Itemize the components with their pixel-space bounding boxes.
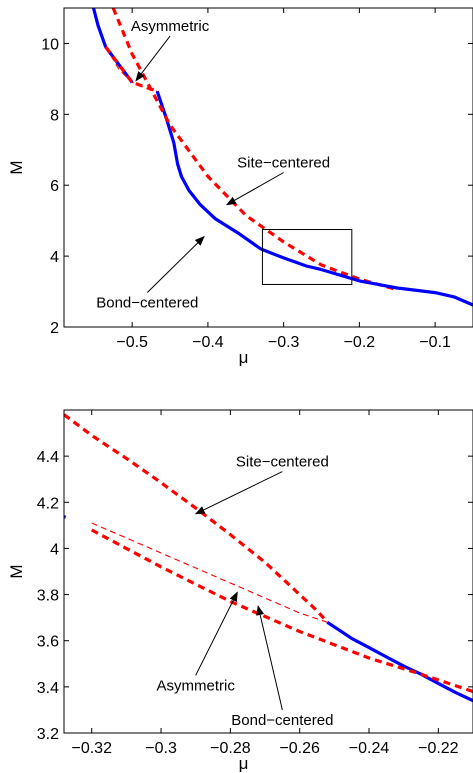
annotation-label: Asymmetric xyxy=(157,677,236,694)
y-tick-label: 3.6 xyxy=(37,634,59,651)
y-tick-label: 8 xyxy=(50,107,59,124)
x-tick-label: −0.4 xyxy=(192,334,224,351)
x-tick-label: −0.1 xyxy=(419,334,451,351)
x-tick-label: −0.24 xyxy=(349,740,390,757)
axes-frame xyxy=(63,7,473,328)
y-tick-label: 2 xyxy=(50,320,59,337)
series-group xyxy=(64,413,473,703)
y-tick-label: 4 xyxy=(50,249,59,266)
y-tick-label: 10 xyxy=(41,36,59,53)
axes-frame xyxy=(63,409,473,734)
series-line-solid-blue xyxy=(91,8,134,84)
panel-bottom: −0.32 −0.3 −0.28 −0.26 −0.24 −0.22 3.2 3.4 3.6 3.… xyxy=(7,409,473,773)
annotation-arrow xyxy=(194,471,283,515)
annotation-label: Bond−centered xyxy=(96,295,198,312)
x-tick-label: −0.32 xyxy=(71,740,112,757)
y-tick-label: 3.2 xyxy=(37,726,59,743)
series-line-solid-blue xyxy=(321,268,473,307)
annotation-label: Site−centered xyxy=(236,454,329,471)
x-tick-label: −0.26 xyxy=(279,740,320,757)
series-line-dashed-red xyxy=(64,413,329,624)
y-axis-label: M xyxy=(7,564,26,578)
annotation-arrow xyxy=(135,35,171,82)
series-line-thin-dashed-red xyxy=(91,522,328,623)
series-line-dashed-red xyxy=(90,528,473,694)
annotation-arrow xyxy=(195,591,238,676)
annotation-arrow xyxy=(146,235,205,293)
y-tick-label: 6 xyxy=(50,178,59,195)
series-group xyxy=(91,8,473,307)
y-tick-label: 4 xyxy=(50,541,59,558)
series-line-dashed-red xyxy=(111,8,398,292)
x-tick-label: −0.2 xyxy=(344,334,376,351)
x-tick-label: −0.3 xyxy=(145,740,177,757)
series-line-solid-blue xyxy=(64,515,67,519)
x-axis-label: μ xyxy=(239,348,249,367)
series-line-solid-blue xyxy=(326,620,473,703)
x-tick-label: −0.3 xyxy=(268,334,300,351)
y-tick-label: 4.2 xyxy=(37,495,59,512)
y-tick-label: 3.4 xyxy=(37,680,59,697)
annotation-label: Asymmetric xyxy=(131,18,210,35)
panel-top: −0.5 −0.4 −0.3 −0.2 −0.1 2 4 6 8 10 μ M Asymmetric Si… xyxy=(7,7,473,367)
y-axis-label: M xyxy=(7,160,26,174)
x-tick-label: −0.5 xyxy=(116,334,148,351)
annotation-label: Bond−centered xyxy=(231,712,333,729)
y-tick-label: 3.8 xyxy=(37,588,59,605)
annotation-label: Site−centered xyxy=(237,155,330,172)
series-line-solid-blue xyxy=(155,90,322,272)
annotation-arrow xyxy=(225,172,284,206)
x-axis-label: μ xyxy=(239,754,249,773)
y-tick-label: 4.4 xyxy=(37,449,59,466)
zoom-region-box xyxy=(261,229,353,285)
annotation-arrow xyxy=(256,605,283,711)
x-tick-label: −0.28 xyxy=(210,740,251,757)
x-tick-label: −0.22 xyxy=(418,740,459,757)
